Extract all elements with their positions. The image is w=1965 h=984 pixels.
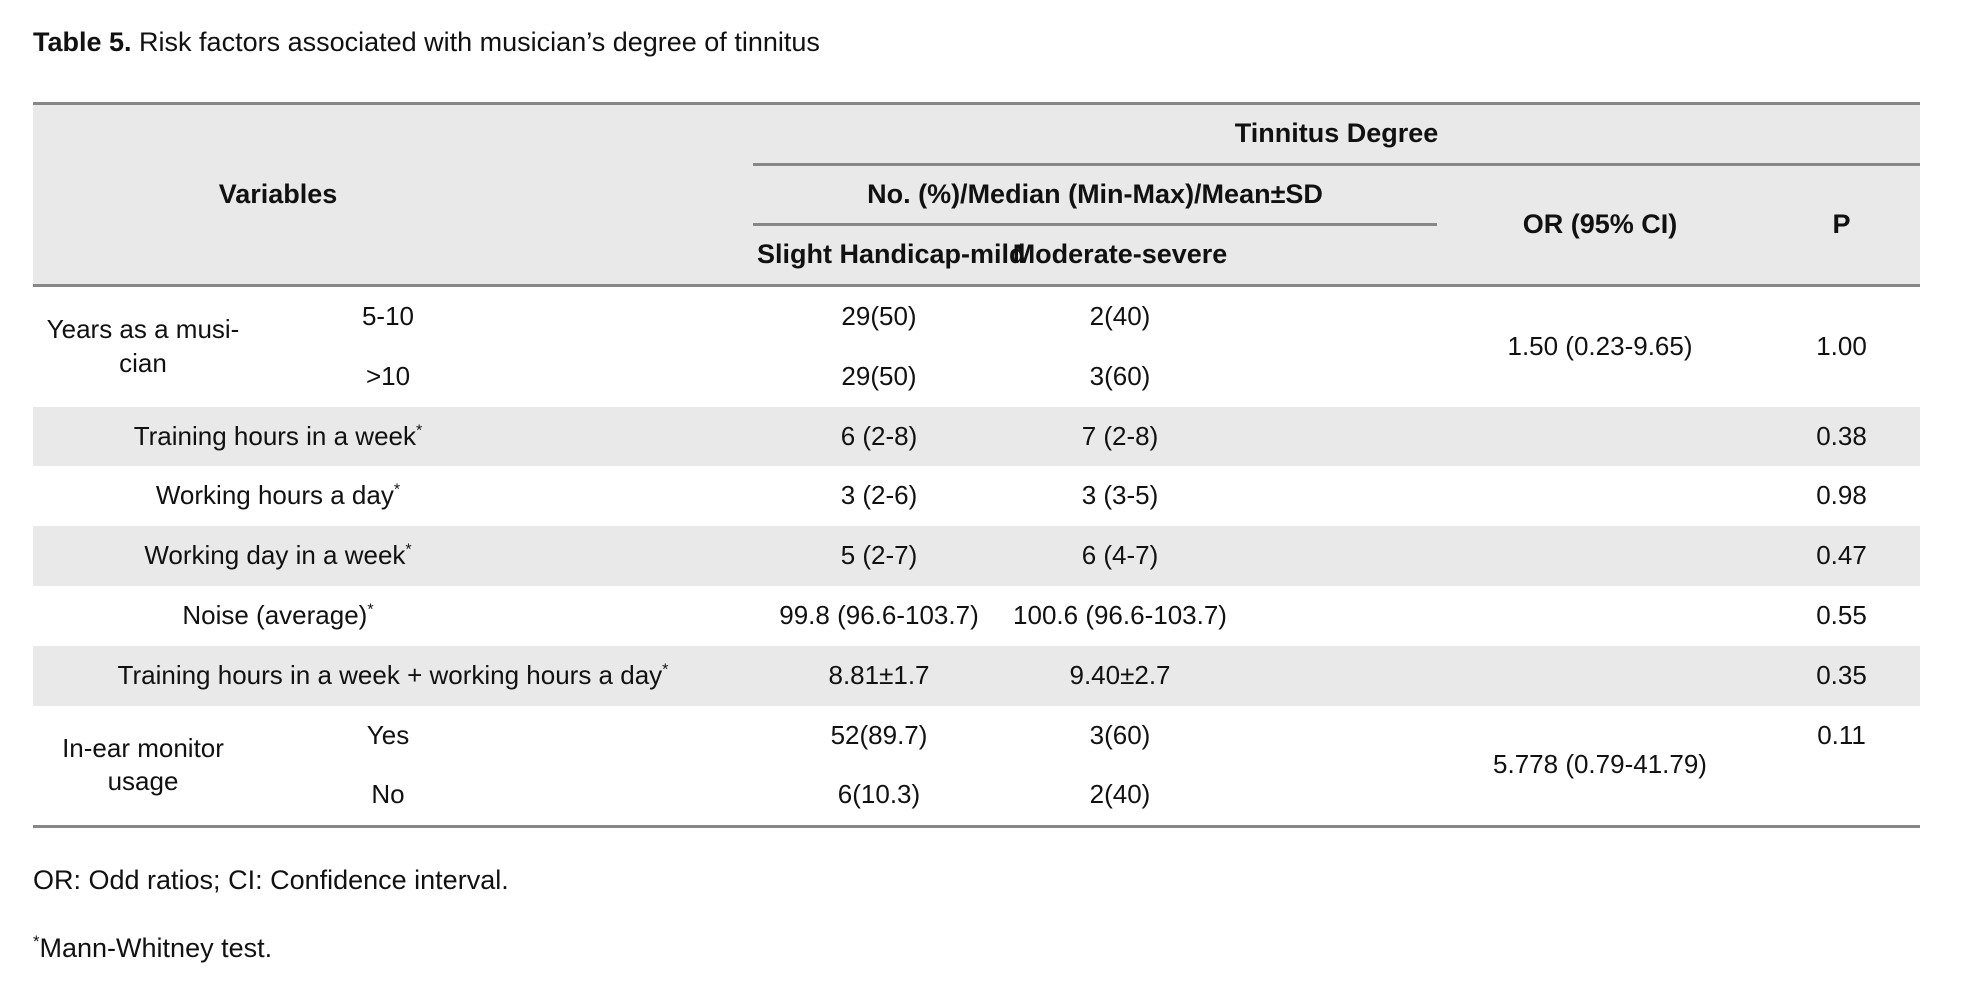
- cell-spacer: [523, 406, 753, 467]
- table-row: In-ear monitor usage Yes 52(89.7) 3(60) 5.778…: [33, 706, 1920, 797]
- table-row: Years as a musi-cian 5-10 29(50) 2(40) 1.50 …: [33, 286, 1920, 378]
- asterisk-superscript: *: [367, 600, 374, 619]
- cell-value: 52(89.7): [830, 719, 928, 750]
- cell-category: No: [371, 779, 405, 810]
- cell-p: 0.47: [1763, 526, 1921, 586]
- cell-variable-label: Training hours in a week + working hours…: [33, 645, 753, 706]
- cell-spacer: [1235, 586, 1437, 646]
- cell-spacer: [523, 526, 753, 586]
- cell-spacer: [1235, 466, 1437, 526]
- cell-p: 0.11: [1817, 719, 1866, 750]
- cell-p: 0.38: [1763, 406, 1921, 467]
- table-row: Working day in a week* 5 (2-7) 6 (4-7) 0.47: [33, 526, 1921, 586]
- cell-spacer: [1235, 526, 1437, 586]
- cell-value: 2(40): [1089, 779, 1151, 810]
- table-row: Training hours in a week + working hours…: [33, 645, 1921, 706]
- cell-spacer: [523, 466, 753, 526]
- cell-value: 3(60): [1089, 360, 1151, 391]
- asterisk-superscript: *: [393, 480, 401, 499]
- cell-value: 2(40): [1089, 301, 1151, 331]
- table-row: Working hours a day* 3 (2-6) 3 (3-5) 0.98: [33, 466, 1920, 526]
- cell-spacer: [523, 286, 753, 347]
- table-header: Variables Tinnitus Degree No. (%)/Median…: [33, 103, 1921, 286]
- cell-value: 6 (4-7): [1005, 526, 1235, 586]
- footnote-mann-whitney-text: Mann-Whitney test.: [39, 932, 273, 963]
- cell-value: 3(60): [1089, 719, 1151, 750]
- header-p: P: [1763, 164, 1921, 286]
- cell-value: 29(50): [841, 360, 917, 391]
- footnote-abbreviations: OR: Odd ratios; CI: Confidence interval.: [33, 865, 509, 896]
- header-tinnitus-degree: Tinnitus Degree: [753, 103, 1921, 166]
- cell-category: >10: [365, 360, 411, 391]
- cell-spacer: [523, 706, 753, 766]
- cell-variable-label: Working day in a week*: [33, 526, 523, 586]
- cell-p: 1.00: [1816, 330, 1867, 361]
- header-or-ci: OR (95% CI): [1437, 164, 1763, 286]
- asterisk-superscript: *: [416, 420, 423, 439]
- asterisk-superscript: *: [662, 660, 669, 679]
- cell-value: 29(50): [841, 301, 917, 331]
- cell-value: 99.8 (96.6-103.7): [779, 599, 979, 630]
- cell-value: 6(10.3): [837, 779, 921, 810]
- cell-spacer: [1235, 706, 1437, 766]
- header-row-1: Variables Tinnitus Degree: [33, 103, 1921, 286]
- header-measure: No. (%)/Median (Min-Max)/Mean±SD: [753, 164, 1437, 227]
- cell-spacer: [1235, 406, 1437, 467]
- table-row: Training hours in a week* 6 (2-8) 7 (2-8) 0…: [33, 406, 1921, 467]
- cell-variable-label: Training hours in a week*: [33, 406, 523, 467]
- cell-or: [1437, 466, 1763, 526]
- cell-p: [1763, 765, 1920, 826]
- cell-value: 3 (2-6): [840, 480, 918, 511]
- cell-p: 0.98: [1816, 480, 1867, 511]
- cell-spacer: [523, 765, 753, 826]
- risk-factors-table: Variables Tinnitus Degree No. (%)/Median…: [33, 101, 1921, 829]
- header-row-2: No. (%)/Median (Min-Max)/Mean±SD OR (95%…: [33, 164, 1921, 286]
- cell-variable-label: In-ear monitor usage: [62, 732, 224, 797]
- cell-value: 100.6 (96.6-103.7): [1013, 599, 1227, 630]
- cell-or: 5.778 (0.79-41.79): [1493, 749, 1707, 780]
- footnote-asterisk: *: [33, 931, 40, 951]
- cell-p: 0.35: [1763, 645, 1921, 706]
- cell-value: 5 (2-7): [753, 526, 1005, 586]
- cell-category: Yes: [366, 719, 410, 750]
- header-slight-handicap-mild: Slight Handicap-mild: [753, 224, 1026, 286]
- cell-spacer: [1235, 645, 1437, 706]
- asterisk-superscript: *: [405, 540, 412, 559]
- cell-category: 5-10: [361, 301, 415, 331]
- cell-spacer: [1235, 765, 1437, 826]
- cell-value: 7 (2-8): [1005, 406, 1235, 467]
- cell-spacer: [523, 586, 753, 646]
- cell-value: 8.81±1.7: [753, 645, 1005, 706]
- cell-variable-label: Years as a musi-cian: [46, 314, 240, 378]
- header-sub-spacer: [1235, 224, 1437, 286]
- cell-value: 9.40±2.7: [1005, 645, 1235, 706]
- cell-spacer: [1235, 347, 1437, 407]
- table-row: >10 29(50) 3(60): [33, 347, 1920, 407]
- cell-spacer: [523, 347, 753, 407]
- cell-or: [1437, 586, 1763, 646]
- footnote-mann-whitney: *Mann-Whitney test.: [33, 932, 1965, 966]
- table-caption: Table 5. Risk factors associated with mu…: [33, 26, 1965, 60]
- cell-spacer: [1235, 286, 1437, 347]
- table-row: Noise (average)* 99.8 (96.6-103.7) 100.6 (…: [33, 586, 1920, 646]
- header-spacer: [523, 103, 753, 286]
- cell-or: [1437, 406, 1763, 467]
- table-body: Years as a musi-cian 5-10 29(50) 2(40) 1.50 …: [33, 286, 1921, 827]
- table-number: Table 5.: [33, 27, 132, 57]
- cell-or: [1437, 645, 1763, 706]
- cell-or: [1437, 526, 1763, 586]
- header-variables: Variables: [33, 103, 523, 286]
- table-caption-text: Risk factors associated with musician’s …: [131, 27, 820, 57]
- cell-value: 6 (2-8): [753, 406, 1005, 467]
- cell-p: 0.55: [1816, 599, 1867, 630]
- header-moderate-severe: Moderate-severe: [1005, 224, 1235, 286]
- cell-or: 1.50 (0.23-9.65): [1507, 330, 1693, 361]
- cell-variable-label: Noise (average)*: [182, 599, 374, 630]
- header-row-3: Slight Handicap-mild Moderate-severe: [33, 224, 1920, 286]
- cell-variable-label: Working hours a day*: [155, 480, 401, 511]
- cell-value: 3 (3-5): [1081, 480, 1159, 511]
- table-row: No 6(10.3) 2(40): [33, 765, 1920, 826]
